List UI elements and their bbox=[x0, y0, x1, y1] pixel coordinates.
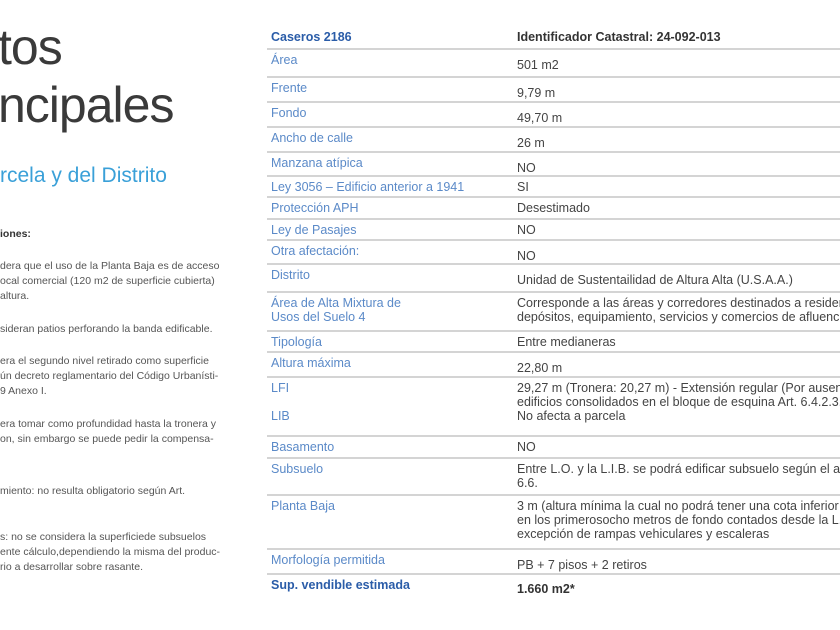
row-value: NO bbox=[513, 436, 840, 459]
row-label: LFI LIB bbox=[267, 377, 513, 437]
section-subtitle: rcela y del Distrito bbox=[0, 164, 167, 187]
row-value: Corresponde a las áreas y corredores des… bbox=[513, 292, 840, 332]
row-value: Desestimado bbox=[513, 197, 840, 220]
row-label: Basamento bbox=[267, 436, 513, 459]
row-label: Fondo bbox=[267, 102, 513, 128]
row-label: Sup. vendible estimada bbox=[271, 578, 410, 592]
note-line: altura. bbox=[0, 290, 30, 302]
row-value: 1.660 m2* bbox=[517, 582, 575, 596]
note-line: rio a desarrollar sobre rasante. bbox=[0, 561, 143, 573]
note-paragraph: s: no se considera la superficiede subsu… bbox=[0, 530, 220, 575]
table-row: Área de Alta Mixtura de Usos del Suelo 4… bbox=[267, 292, 840, 332]
row-value: 3 m (altura mínima la cual no podrá tene… bbox=[513, 495, 840, 550]
row-value: PB + 7 pisos + 2 retiros bbox=[513, 549, 840, 575]
table-row: Distrito Unidad de Sustentailidad de Altu… bbox=[267, 264, 840, 293]
note-line: ente cálculo,dependiendo la misma del pr… bbox=[0, 546, 221, 558]
cadastral-id: Identificador Catastral: 24-092-013 bbox=[513, 26, 840, 50]
row-label: Ley 3056 – Edificio anterior a 1941 bbox=[267, 176, 513, 198]
row-label: Subsuelo bbox=[267, 458, 513, 496]
note-paragraph: era tomar como profundidad hasta la tron… bbox=[0, 417, 216, 447]
note-paragraph: miento: no resulta obligatorio según Art… bbox=[0, 484, 185, 499]
note-line: s: no se considera la superficiede subsu… bbox=[0, 531, 207, 543]
row-label: Otra afectación: bbox=[267, 240, 513, 265]
note-line: era tomar como profundidad hasta la tron… bbox=[0, 418, 216, 430]
note-line: on, sin embargo se puede pedir la compen… bbox=[0, 433, 214, 445]
notes-heading: iones: bbox=[0, 228, 31, 240]
note-line: 9 Anexo I. bbox=[0, 385, 47, 397]
title-line-2: ncipales bbox=[0, 77, 174, 133]
row-label: Protección APH bbox=[267, 197, 513, 220]
row-label: Frente bbox=[267, 77, 513, 103]
row-value: 22,80 m bbox=[513, 352, 840, 378]
table-row: Fondo 49,70 m bbox=[267, 102, 840, 128]
row-label: Distrito bbox=[267, 264, 513, 293]
table-row: Frente 9,79 m bbox=[267, 77, 840, 103]
row-value: NO bbox=[513, 152, 840, 177]
table-row: Altura máxima 22,80 m bbox=[267, 352, 840, 378]
note-line: miento: no resulta obligatorio según Art… bbox=[0, 485, 186, 497]
row-value: 501 m2 bbox=[513, 49, 840, 78]
title-line-1: tos bbox=[0, 19, 63, 75]
parcel-data-table: Caseros 2186 Identificador Catastral: 24… bbox=[267, 26, 840, 599]
row-value: NO bbox=[513, 219, 840, 241]
table-row: Ancho de calle 26 m bbox=[267, 127, 840, 153]
note-line: ocal comercial (120 m2 de superficie cub… bbox=[0, 275, 215, 287]
table-row: Ley de Pasajes NO bbox=[267, 219, 840, 241]
table-header-row: Caseros 2186 Identificador Catastral: 24… bbox=[267, 26, 840, 50]
table-row: Manzana atípica NO bbox=[267, 152, 840, 177]
row-label: Planta Baja bbox=[267, 495, 513, 550]
row-label: Manzana atípica bbox=[267, 152, 513, 177]
table-row: Planta Baja 3 m (altura mínima la cual no… bbox=[267, 495, 840, 550]
table-row: Tipología Entre medianeras bbox=[267, 331, 840, 353]
row-value: Entre medianeras bbox=[513, 331, 840, 353]
table-row: Otra afectación: NO bbox=[267, 240, 840, 265]
row-label: Ancho de calle bbox=[267, 127, 513, 153]
estimated-sellable-area-row: Sup. vendible estimada 1.660 m2* bbox=[267, 574, 840, 599]
row-value: 49,70 m bbox=[513, 102, 840, 128]
row-label: Área de Alta Mixtura de Usos del Suelo 4 bbox=[267, 292, 513, 332]
table-row: Área 501 m2 bbox=[267, 49, 840, 78]
row-value: 29,27 m (Tronera: 20,27 m) - Extensión r… bbox=[513, 377, 840, 437]
note-line: sideran patios perforando la banda edifi… bbox=[0, 323, 213, 335]
note-paragraph: era el segundo nivel retirado como super… bbox=[0, 354, 218, 399]
row-value: SI bbox=[513, 176, 840, 198]
table-row: Basamento NO bbox=[267, 436, 840, 459]
note-line: era el segundo nivel retirado como super… bbox=[0, 355, 209, 367]
note-paragraph: sideran patios perforando la banda edifi… bbox=[0, 322, 212, 337]
row-value: Unidad de Sustentailidad de Altura Alta … bbox=[513, 264, 840, 293]
row-label: Área bbox=[267, 49, 513, 78]
row-label: Morfología permitida bbox=[267, 549, 513, 575]
table-row: Subsuelo Entre L.O. y la L.I.B. se podrá … bbox=[267, 458, 840, 496]
note-paragraph: dera que el uso de la Planta Baja es de … bbox=[0, 259, 220, 304]
table-row: LFI LIB 29,27 m (Tronera: 20,27 m) - Exte… bbox=[267, 377, 840, 437]
table-row: Ley 3056 – Edificio anterior a 1941 SI bbox=[267, 176, 840, 198]
row-label: Altura máxima bbox=[267, 352, 513, 378]
row-value: 26 m bbox=[513, 127, 840, 153]
row-value: 9,79 m bbox=[513, 77, 840, 103]
row-value: NO bbox=[513, 240, 840, 265]
address-label: Caseros 2186 bbox=[267, 26, 513, 50]
row-label: Ley de Pasajes bbox=[267, 219, 513, 241]
row-value: Entre L.O. y la L.I.B. se podrá edificar… bbox=[513, 458, 840, 496]
note-line: dera que el uso de la Planta Baja es de … bbox=[0, 260, 220, 272]
note-line: ún decreto reglamentario del Código Urba… bbox=[0, 370, 219, 382]
table-row: Protección APH Desestimado bbox=[267, 197, 840, 220]
table-row: Morfología permitida PB + 7 pisos + 2 ret… bbox=[267, 549, 840, 575]
row-label: Tipología bbox=[267, 331, 513, 353]
